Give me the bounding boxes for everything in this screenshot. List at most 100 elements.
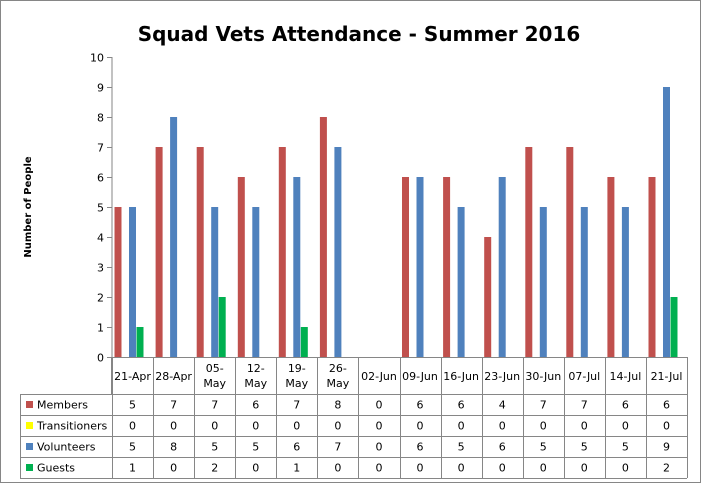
table-cell-value: 0 xyxy=(252,462,259,475)
bar-members xyxy=(443,177,451,357)
bar-members xyxy=(278,147,286,357)
table-cell-value: 0 xyxy=(499,462,506,475)
bar-members xyxy=(566,147,574,357)
y-tick-label: 7 xyxy=(97,142,104,155)
table-cell-value: 8 xyxy=(170,441,177,454)
bar-members xyxy=(484,237,492,357)
table-cell-value: 1 xyxy=(293,462,300,475)
table-cell-value: 0 xyxy=(376,441,383,454)
table-cell-value: 0 xyxy=(170,420,177,433)
bars-layer xyxy=(114,87,678,357)
y-tick-label: 10 xyxy=(90,52,104,65)
table-cell-value: 0 xyxy=(334,420,341,433)
table-cell-value: 0 xyxy=(170,462,177,475)
table-cell-value: 6 xyxy=(293,441,300,454)
table-cell-value: 5 xyxy=(458,441,465,454)
chart-title: Squad Vets Attendance - Summer 2016 xyxy=(138,22,581,46)
bar-members xyxy=(402,177,409,357)
category-label: 07-Jul xyxy=(568,370,600,383)
category-label: 12- xyxy=(247,362,265,375)
table-cell-value: 6 xyxy=(252,399,259,412)
y-tick-label: 3 xyxy=(97,262,104,275)
bar-members xyxy=(525,147,533,357)
y-tick-label: 0 xyxy=(97,352,104,365)
table-cell-value: 0 xyxy=(458,462,465,475)
table-cell-value: 0 xyxy=(417,462,424,475)
bar-guests xyxy=(300,327,308,357)
category-label: May xyxy=(327,377,350,390)
category-label: 28-Apr xyxy=(155,370,192,383)
bar-volunteers xyxy=(580,207,588,357)
table-cell-value: 7 xyxy=(540,399,547,412)
y-tick-label: 2 xyxy=(97,292,104,305)
table-cell-value: 5 xyxy=(252,441,259,454)
legend-key-members xyxy=(26,401,33,408)
table-cell-value: 6 xyxy=(663,399,670,412)
y-tick-label: 5 xyxy=(97,202,104,215)
y-tick-label: 9 xyxy=(97,82,104,95)
bar-volunteers xyxy=(416,177,424,357)
bar-members xyxy=(155,147,163,357)
legend-label-guests: Guests xyxy=(37,462,75,475)
table-cell-value: 0 xyxy=(540,462,547,475)
table-cell-value: 2 xyxy=(663,462,670,475)
category-label: 23-Jun xyxy=(484,370,520,383)
table-cell-value: 7 xyxy=(293,399,300,412)
table-cell-value: 0 xyxy=(376,462,383,475)
bar-volunteers xyxy=(293,177,301,357)
bar-guests xyxy=(218,297,226,357)
category-label: 05- xyxy=(206,362,224,375)
legend-key-transitioners xyxy=(26,422,33,429)
category-label: May xyxy=(285,377,308,390)
table-cell-value: 5 xyxy=(622,441,629,454)
legend-label-volunteers: Volunteers xyxy=(37,441,96,454)
table-cell-value: 7 xyxy=(334,441,341,454)
table-cell-value: 0 xyxy=(581,462,588,475)
legend-key-guests xyxy=(26,464,33,471)
category-label: 30-Jun xyxy=(525,370,561,383)
data-table: 21-Apr 28-Apr 05- May 12- May 19- May 26- May 02-J… xyxy=(20,357,688,479)
table-cell-value: 1 xyxy=(129,462,136,475)
table-cell-value: 0 xyxy=(376,399,383,412)
bar-volunteers xyxy=(457,207,465,357)
table-cell-value: 2 xyxy=(211,462,218,475)
table-cell-value: 5 xyxy=(581,441,588,454)
category-label: 02-Jun xyxy=(361,370,397,383)
category-label: May xyxy=(203,377,226,390)
bar-volunteers xyxy=(211,207,219,357)
bar-volunteers xyxy=(252,207,260,357)
category-label: 14-Jul xyxy=(609,370,641,383)
table-cell-value: 6 xyxy=(458,399,465,412)
bar-members xyxy=(319,117,327,357)
bar-volunteers xyxy=(129,207,136,357)
bar-members xyxy=(237,177,245,357)
table-cell-value: 4 xyxy=(499,399,506,412)
y-tick-label: 4 xyxy=(97,232,104,245)
table-cell-value: 8 xyxy=(334,399,341,412)
category-label: 26- xyxy=(329,362,347,375)
legend-key-volunteers xyxy=(26,443,33,450)
category-label: May xyxy=(244,377,267,390)
table-cell-value: 0 xyxy=(622,420,629,433)
bar-volunteers xyxy=(621,207,629,357)
category-label: 16-Jun xyxy=(443,370,479,383)
bar-volunteers xyxy=(539,207,547,357)
table-cell-value: 0 xyxy=(540,420,547,433)
table-cell-value: 6 xyxy=(417,441,424,454)
bar-volunteers xyxy=(663,87,670,357)
table-cell-value: 0 xyxy=(129,420,136,433)
table-cell-value: 0 xyxy=(622,462,629,475)
table-cell-value: 0 xyxy=(458,420,465,433)
table-cell-value: 7 xyxy=(211,399,218,412)
bar-members xyxy=(607,177,615,357)
axis-layer: 0 1 2 3 4 5 6 7 8 9 10 xyxy=(90,52,113,365)
table-cell-value: 7 xyxy=(581,399,588,412)
legend-label-members: Members xyxy=(37,399,88,412)
table-cell-value: 0 xyxy=(334,462,341,475)
table-cell-value: 0 xyxy=(581,420,588,433)
bar-volunteers xyxy=(334,147,342,357)
table-cell-value: 5 xyxy=(211,441,218,454)
table-cell-value: 6 xyxy=(499,441,506,454)
category-label: 21-Apr xyxy=(114,370,151,383)
